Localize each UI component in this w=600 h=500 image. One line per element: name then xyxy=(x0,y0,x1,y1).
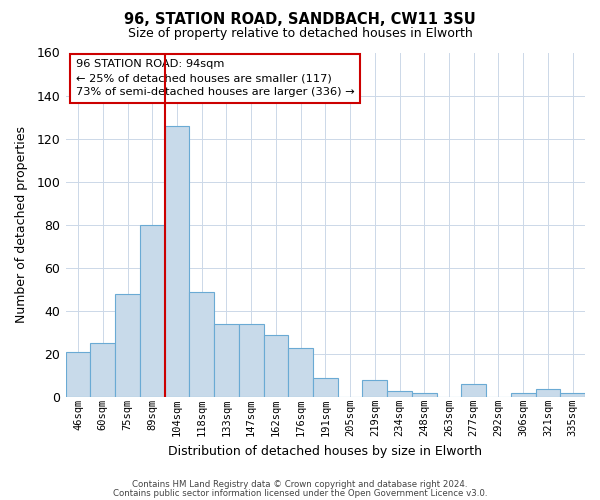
Bar xyxy=(560,393,585,398)
Bar xyxy=(140,225,164,398)
Text: 96 STATION ROAD: 94sqm
← 25% of detached houses are smaller (117)
73% of semi-de: 96 STATION ROAD: 94sqm ← 25% of detached… xyxy=(76,60,355,98)
Text: Contains public sector information licensed under the Open Government Licence v3: Contains public sector information licen… xyxy=(113,488,487,498)
Bar xyxy=(387,391,412,398)
Text: Size of property relative to detached houses in Elworth: Size of property relative to detached ho… xyxy=(128,28,472,40)
Bar xyxy=(214,324,239,398)
Bar xyxy=(288,348,313,398)
Text: Contains HM Land Registry data © Crown copyright and database right 2024.: Contains HM Land Registry data © Crown c… xyxy=(132,480,468,489)
Bar xyxy=(164,126,190,398)
Bar xyxy=(239,324,263,398)
Bar xyxy=(536,388,560,398)
Bar xyxy=(263,335,288,398)
Bar xyxy=(412,393,437,398)
Text: 96, STATION ROAD, SANDBACH, CW11 3SU: 96, STATION ROAD, SANDBACH, CW11 3SU xyxy=(124,12,476,28)
Bar xyxy=(313,378,338,398)
Bar xyxy=(190,292,214,398)
Y-axis label: Number of detached properties: Number of detached properties xyxy=(15,126,28,324)
Bar xyxy=(91,344,115,398)
X-axis label: Distribution of detached houses by size in Elworth: Distribution of detached houses by size … xyxy=(169,444,482,458)
Bar xyxy=(461,384,486,398)
Bar xyxy=(511,393,536,398)
Bar xyxy=(362,380,387,398)
Bar xyxy=(66,352,91,398)
Bar xyxy=(115,294,140,398)
